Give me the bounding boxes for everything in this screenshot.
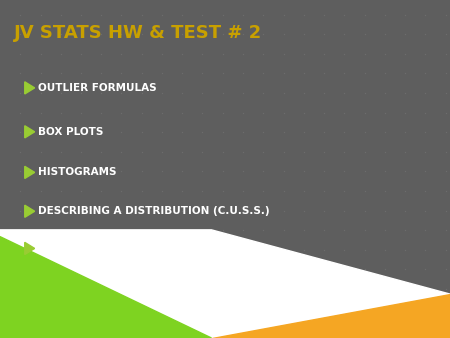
Polygon shape xyxy=(212,294,450,338)
Text: STANDARD DEVIATION AND VARIANCE: STANDARD DEVIATION AND VARIANCE xyxy=(38,243,261,254)
Text: OUTLIER FORMULAS: OUTLIER FORMULAS xyxy=(38,83,157,93)
Polygon shape xyxy=(25,126,35,138)
Polygon shape xyxy=(25,242,35,255)
Text: BOX PLOTS: BOX PLOTS xyxy=(38,127,104,137)
Text: HISTOGRAMS: HISTOGRAMS xyxy=(38,167,117,177)
Polygon shape xyxy=(25,82,35,94)
Polygon shape xyxy=(25,166,35,178)
Polygon shape xyxy=(0,237,212,338)
Text: DESCRIBING A DISTRIBUTION (C.U.S.S.): DESCRIBING A DISTRIBUTION (C.U.S.S.) xyxy=(38,206,270,216)
Polygon shape xyxy=(25,205,35,217)
Polygon shape xyxy=(0,230,450,338)
Text: JV STATS HW & TEST # 2: JV STATS HW & TEST # 2 xyxy=(14,24,262,42)
